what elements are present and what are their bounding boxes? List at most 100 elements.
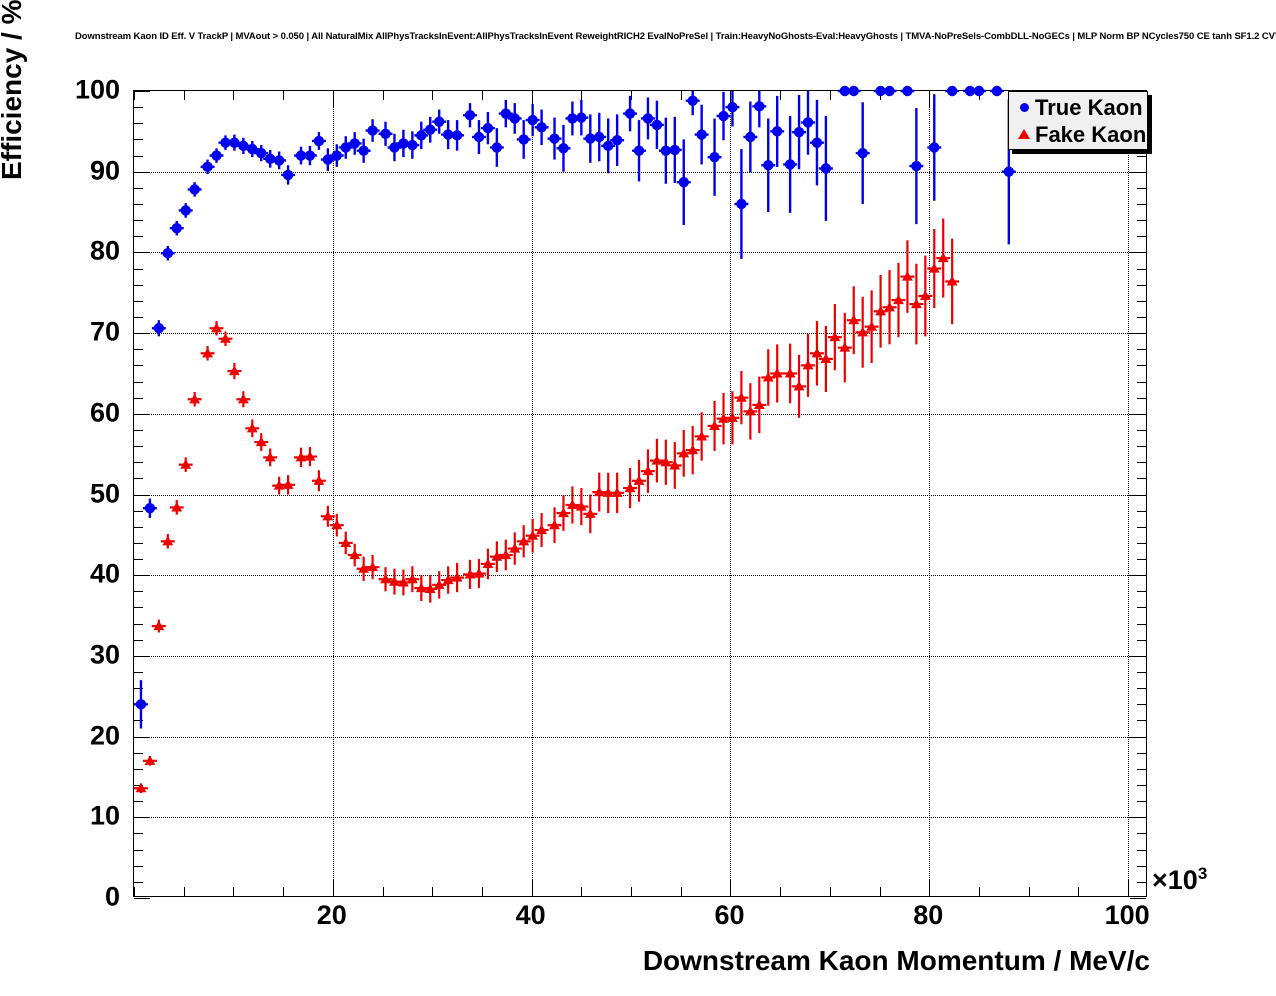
x-axis-title: Downstream Kaon Momentum / MeV/c: [642, 945, 1150, 976]
tick-mark: [134, 526, 143, 528]
tick-mark: [531, 880, 533, 896]
data-point: [946, 276, 958, 286]
tick-mark: [1137, 349, 1146, 351]
plot-frame: [133, 85, 1147, 899]
data-point: [398, 577, 409, 587]
tick-mark: [780, 91, 782, 100]
legend-entry-fake-kaon[interactable]: Fake Kaon: [1013, 121, 1146, 148]
tick-mark: [134, 446, 143, 448]
exponent-power: 3: [1197, 864, 1208, 883]
tick-mark: [134, 736, 150, 738]
tick-mark: [1137, 268, 1146, 270]
tick-mark: [829, 887, 831, 896]
data-point: [407, 139, 418, 151]
data-point: [884, 301, 895, 312]
series-fake-kaon: [134, 218, 960, 794]
data-point: [295, 451, 307, 462]
data-point: [811, 137, 823, 148]
data-point: [651, 119, 663, 131]
tick-mark: [1137, 833, 1146, 835]
data-point: [820, 163, 832, 174]
data-point: [911, 160, 922, 172]
data-point: [491, 142, 503, 153]
data-point: [340, 537, 352, 547]
tick-mark: [134, 478, 143, 480]
data-point: [282, 479, 294, 489]
data-point: [527, 114, 538, 126]
tick-mark: [1137, 559, 1146, 561]
data-point: [696, 129, 707, 140]
legend-entry-true-kaon[interactable]: True Kaon: [1013, 94, 1143, 121]
tick-mark: [680, 887, 682, 896]
data-point: [736, 392, 747, 402]
tick-mark: [581, 91, 583, 100]
tick-mark: [1137, 236, 1146, 238]
tick-mark: [1137, 220, 1146, 222]
tick-mark: [134, 139, 143, 141]
tick-mark: [134, 349, 143, 351]
data-point: [687, 444, 699, 455]
data-point: [857, 326, 869, 337]
tick-mark: [134, 817, 150, 819]
tick-mark: [134, 171, 150, 173]
data-point: [549, 133, 560, 144]
data-point: [135, 699, 147, 710]
tick-mark: [134, 155, 143, 157]
tick-mark: [1137, 446, 1146, 448]
data-point: [575, 501, 587, 511]
exponent-prefix: ×10: [1152, 865, 1198, 895]
data-point: [144, 503, 156, 514]
y-tick-label: 100: [74, 74, 120, 105]
tick-mark: [631, 91, 633, 100]
data-point: [425, 124, 436, 135]
tick-mark: [1130, 655, 1146, 657]
page-title: Downstream Kaon ID Eff. V TrackP | MVAou…: [75, 31, 1276, 42]
tick-mark: [1137, 704, 1146, 706]
tick-mark: [134, 881, 143, 883]
data-point: [669, 460, 681, 470]
data-point: [442, 129, 454, 140]
tick-mark: [134, 187, 143, 189]
tick-mark: [1130, 494, 1146, 496]
data-point: [687, 95, 698, 106]
tick-mark: [1137, 591, 1146, 593]
tick-mark: [581, 887, 583, 896]
tick-mark: [1137, 720, 1146, 722]
data-point: [153, 620, 165, 631]
gridline-vertical: [730, 91, 732, 896]
legend-label-true-kaon: True Kaon: [1035, 94, 1143, 120]
tick-mark: [134, 203, 143, 205]
tick-mark: [1137, 284, 1146, 286]
y-tick-label: 0: [104, 881, 120, 912]
tick-mark: [134, 381, 143, 383]
data-point: [611, 135, 623, 146]
data-point: [473, 568, 485, 578]
data-point: [331, 150, 342, 161]
data-point: [451, 572, 463, 582]
y-tick-label: 20: [89, 720, 120, 751]
data-point: [189, 393, 201, 404]
data-point: [349, 138, 360, 149]
data-point: [919, 290, 931, 301]
tick-mark: [183, 887, 185, 896]
data-point: [642, 113, 654, 124]
tick-mark: [134, 494, 150, 496]
y-tick-label: 10: [89, 800, 120, 831]
data-point: [433, 116, 445, 127]
data-point: [669, 144, 680, 156]
tick-mark: [1130, 898, 1146, 899]
tick-mark: [283, 887, 285, 896]
data-point: [745, 131, 756, 143]
data-point: [518, 535, 530, 546]
data-point: [162, 535, 174, 546]
data-point: [567, 113, 578, 124]
tick-mark: [1137, 752, 1146, 754]
tick-mark: [680, 91, 682, 100]
data-point: [527, 530, 539, 540]
data-point: [322, 154, 334, 165]
tick-mark: [134, 688, 143, 690]
tick-mark: [134, 510, 143, 512]
tick-mark: [1137, 510, 1146, 512]
data-point: [991, 85, 1003, 97]
